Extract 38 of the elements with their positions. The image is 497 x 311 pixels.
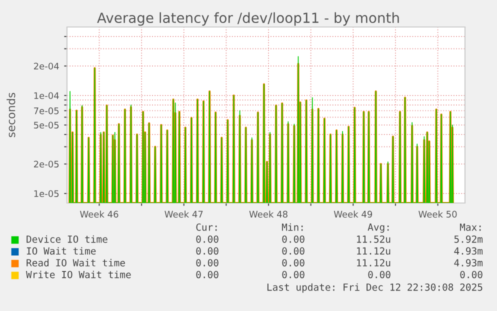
text: Max: [460, 224, 481, 231]
y-tick-label: 7e-05 [34, 107, 59, 114]
text: Cur: [196, 223, 217, 231]
x-tick-label: Week 46 [80, 210, 118, 218]
text: Min: [282, 223, 303, 231]
chart-title: Average latency for /dev/loop11 - by month [97, 12, 399, 26]
text: 0.00 [368, 270, 390, 278]
text: 0.00 [196, 235, 218, 243]
x-tick-label: Week 50 [418, 210, 457, 218]
text: 0.00 [282, 259, 304, 266]
text: Last update: Fri Dec 12 22:30:08 2025 [267, 283, 482, 293]
text: 0.00 [196, 270, 218, 278]
legend-label: Read IO Wait time [26, 258, 125, 266]
x-tick-label: Week 49 [334, 210, 372, 218]
text: 0.00 [196, 259, 218, 266]
y-axis-title: seconds [6, 92, 16, 138]
text: 0.00 [282, 270, 304, 278]
y-tick-label: 1e-05 [34, 190, 59, 198]
legend-label: Write IO Wait time [26, 270, 131, 278]
y-tick-label: 1e-04 [34, 92, 59, 100]
y-tick-label: 5e-05 [34, 122, 59, 129]
text: 4.93m [454, 247, 483, 255]
text: 11.12u [357, 259, 390, 266]
x-tick-label: Week 48 [249, 210, 288, 218]
y-tick-label: 2e-05 [34, 160, 59, 168]
text: 0.00 [196, 247, 218, 255]
x-tick-label: Week 47 [164, 210, 203, 218]
legend-label: Device IO time [26, 235, 108, 243]
text: 11.52u [357, 235, 390, 243]
text: 11.12u [357, 247, 390, 255]
text: 0.00 [282, 247, 304, 255]
text: 5.92m [454, 235, 483, 243]
text: Avg: [368, 224, 389, 233]
y-tick-label: 2e-04 [34, 62, 59, 70]
text: 0.00 [460, 270, 482, 278]
text: 0.00 [282, 235, 304, 243]
legend-label: IO Wait time [26, 247, 96, 255]
text: 4.93m [454, 259, 483, 266]
